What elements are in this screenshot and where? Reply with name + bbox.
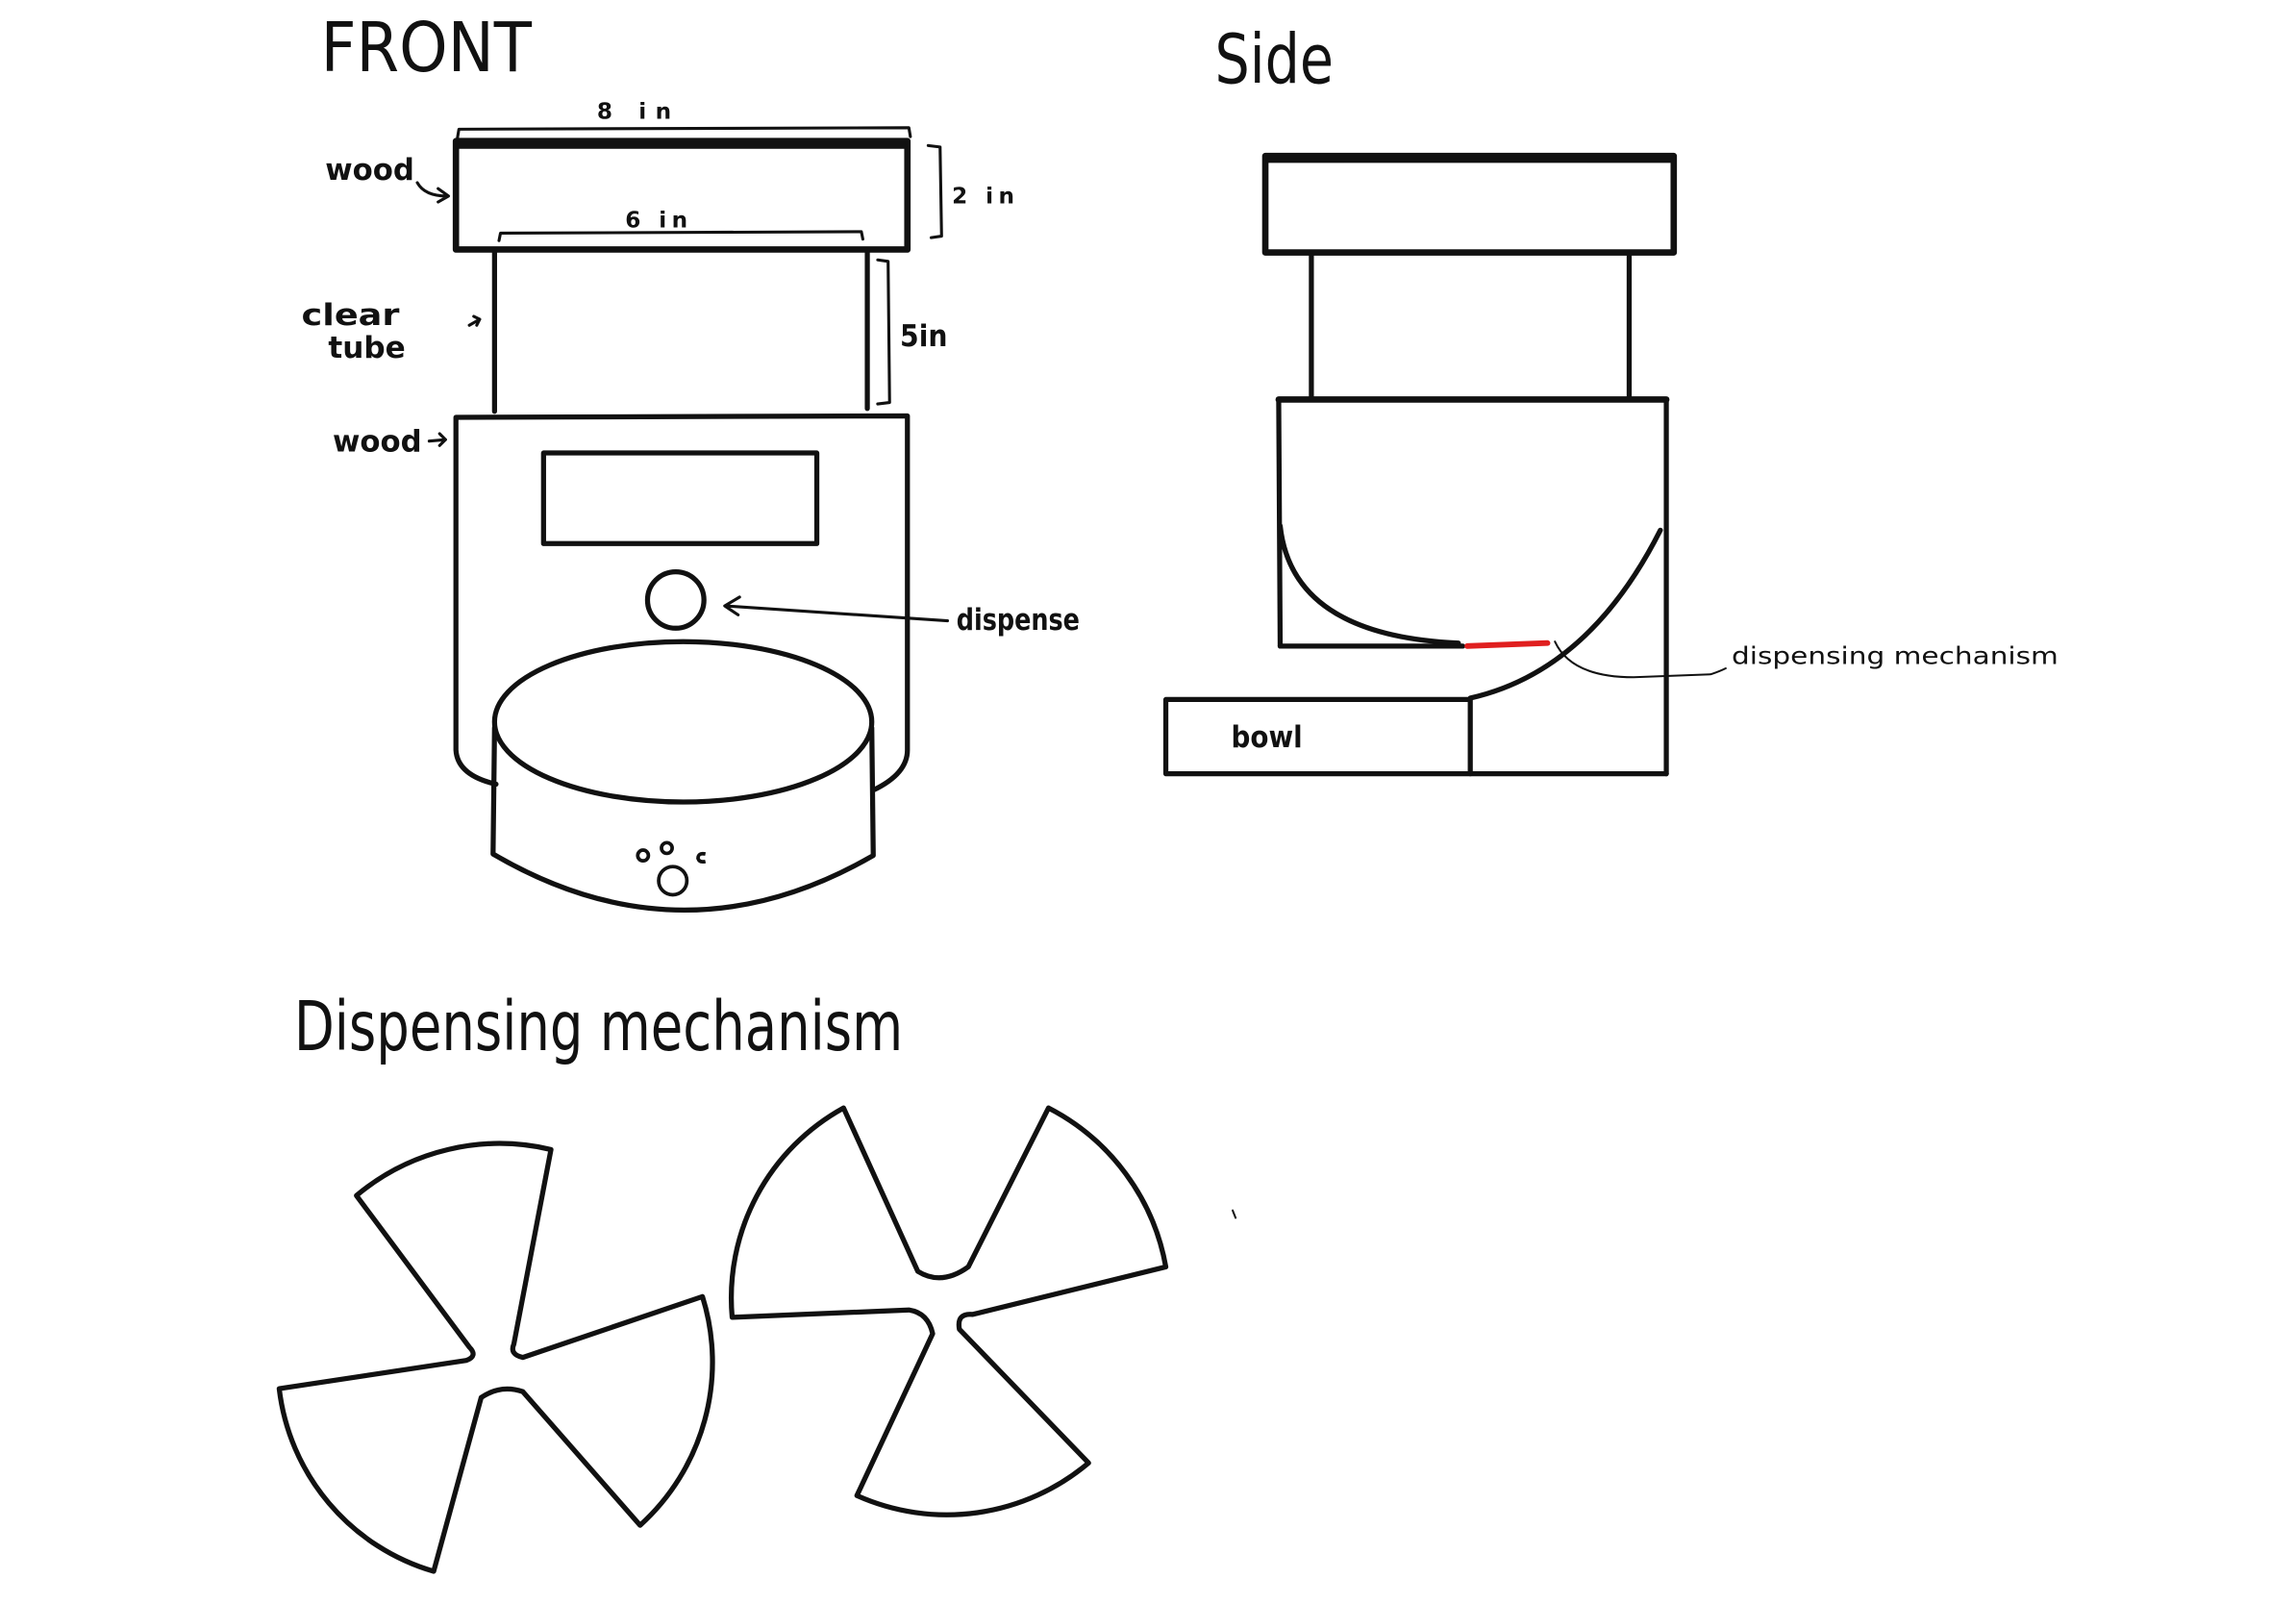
clear-tube-arrow xyxy=(467,314,482,327)
bowl-face-mouth xyxy=(657,865,689,897)
front-bowl xyxy=(490,639,876,913)
bowl-face-middle-eye xyxy=(660,840,674,856)
top-wood-block xyxy=(452,138,911,253)
dispensing-mechanism-annotation: dispensing mechanism xyxy=(1732,641,2059,669)
front-bowl-rim xyxy=(491,639,875,805)
side-outer-chute-curve xyxy=(1467,527,1663,701)
base-body-outline xyxy=(453,413,911,793)
side-top-block xyxy=(1261,152,1678,256)
side-bowl-label: bowl xyxy=(1231,720,1302,755)
side-base-box xyxy=(1275,396,1670,777)
side-bowl-outline xyxy=(1162,696,1473,777)
side-view-title: Side xyxy=(1215,19,1335,99)
dispensing-mechanism-red-marker xyxy=(1464,639,1551,649)
dispense-label: dispense xyxy=(957,603,1080,638)
side-tube xyxy=(1309,253,1633,401)
base-wood-arrow xyxy=(427,432,447,447)
clear-tube-label-line-2: tube xyxy=(328,331,405,365)
dispense-button xyxy=(644,568,707,631)
front-bowl-body xyxy=(490,725,876,913)
side-bowl: bowl xyxy=(1162,696,1473,777)
front-view: FRONT 8 in wood 6 in 2 in clear tube 5in… xyxy=(302,8,1080,913)
top-width-dimension-line xyxy=(456,126,912,140)
bowl-face xyxy=(636,840,707,897)
side-top-block-outline xyxy=(1261,152,1678,256)
side-inner-chute-curve xyxy=(1277,523,1461,646)
block-height-bracket xyxy=(926,143,943,239)
propeller-right xyxy=(729,1105,1169,1517)
dispensing-mechanism-leader-line xyxy=(1554,640,1727,679)
tube-height-bracket xyxy=(876,258,891,406)
top-wood-arrow xyxy=(415,181,451,204)
inner-width-dimension-line xyxy=(497,230,864,242)
mechanism-section: Dispensing mechanism xyxy=(276,987,1169,1574)
side-base-left-wall xyxy=(1276,396,1284,649)
side-view: Side dispensing mechanism bowl xyxy=(1162,19,2059,777)
front-view-title: FRONT xyxy=(321,8,533,88)
display-screen xyxy=(540,450,820,546)
propeller-left xyxy=(276,1140,715,1574)
bowl-face-left-eye xyxy=(636,848,651,864)
stray-pen-mark xyxy=(1232,1209,1237,1219)
clear-tube xyxy=(491,249,870,414)
top-wood-block-outline xyxy=(452,138,911,253)
clear-tube-label-line-1: clear xyxy=(302,298,401,333)
bowl-face-right-mark xyxy=(696,851,707,865)
dispense-arrow xyxy=(723,595,950,623)
base-wood-label: wood xyxy=(333,425,422,460)
top-wood-label: wood xyxy=(325,153,414,188)
tube-height-label: 5in xyxy=(900,319,947,354)
mechanism-section-title: Dispensing mechanism xyxy=(294,987,903,1066)
